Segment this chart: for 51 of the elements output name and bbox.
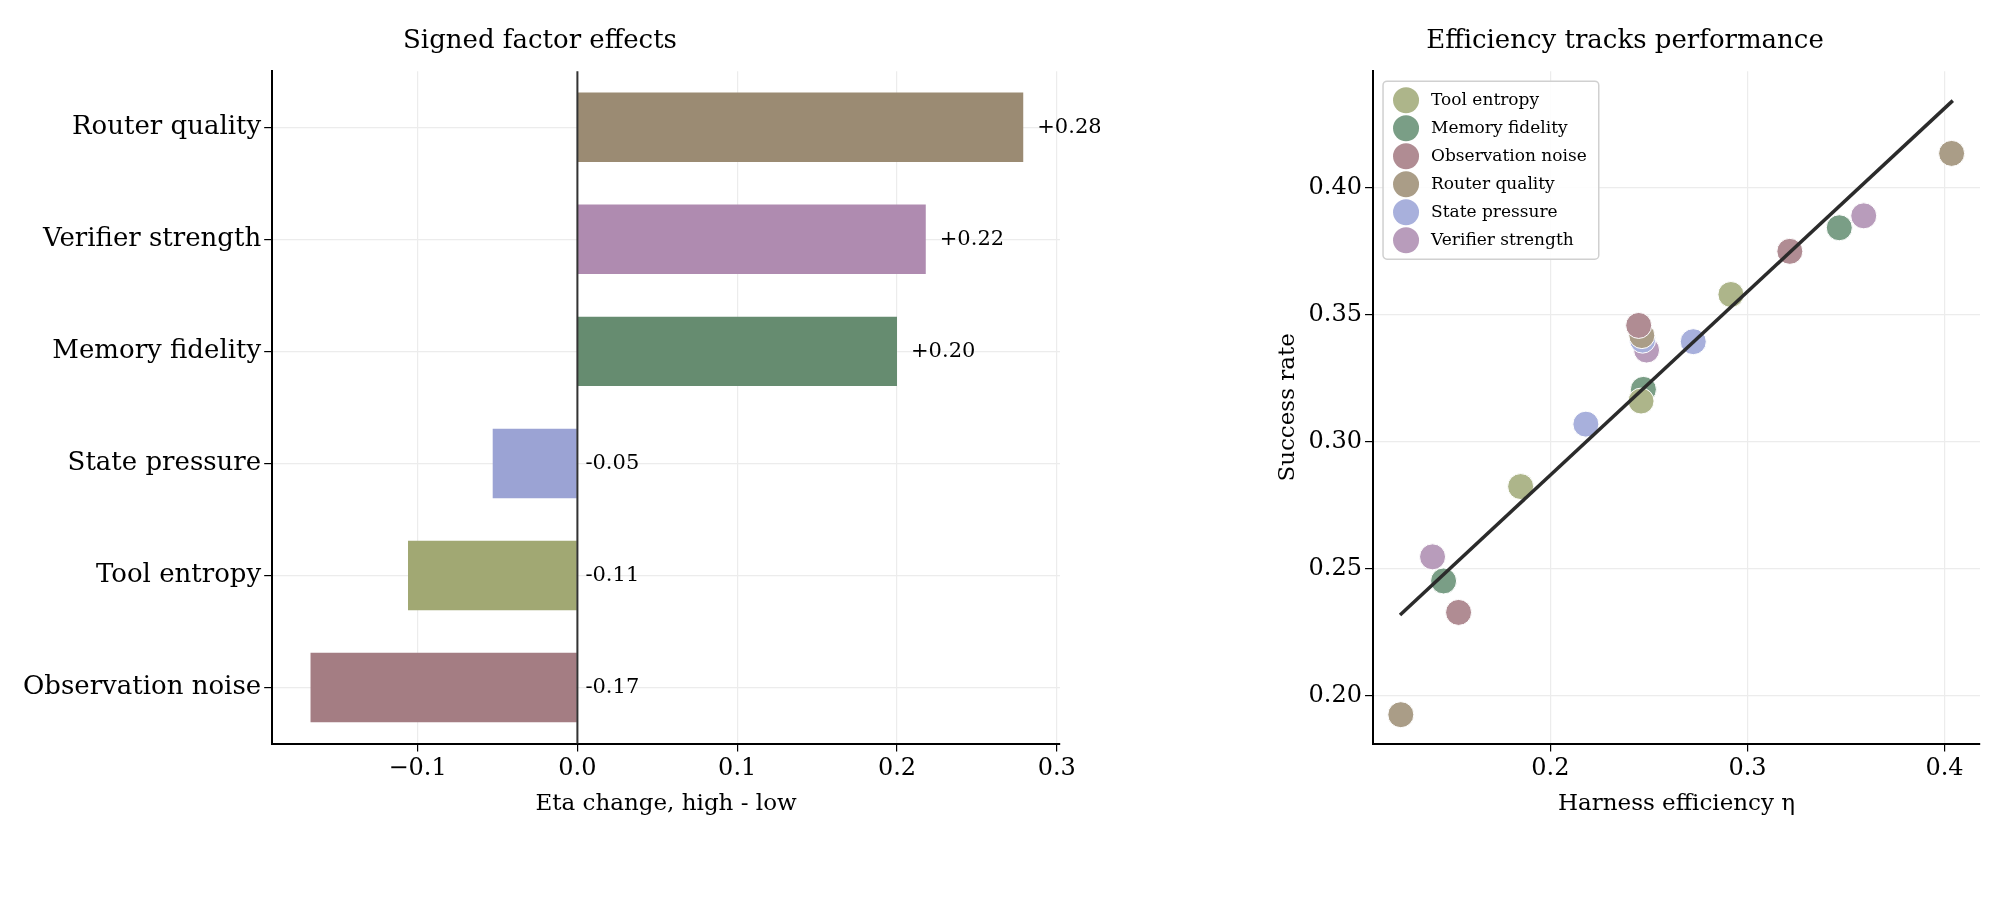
point	[1445, 598, 1473, 626]
y-tick-label: 0.35	[1308, 299, 1363, 328]
bar	[408, 540, 577, 611]
legend-label: Tool entropy	[1431, 88, 1540, 109]
x-tick-label: 0.3	[1037, 753, 1076, 782]
y-tick-label: State pressure	[67, 446, 262, 477]
x-tick-label: 0.4	[1925, 753, 1964, 782]
bar	[578, 92, 1024, 162]
bar	[492, 428, 577, 499]
data-label: -0.05	[585, 449, 640, 474]
point	[1387, 701, 1415, 729]
y-tick-label: Tool entropy	[95, 558, 262, 589]
y-tick-label: Verifier strength	[42, 222, 262, 253]
data-label: -0.11	[585, 561, 640, 586]
point	[1825, 214, 1853, 242]
x-axis-title: Eta change, high - low	[535, 789, 797, 816]
x-tick-label: 0.2	[1531, 753, 1570, 782]
y-tick-label: 0.25	[1308, 552, 1363, 581]
point	[1938, 139, 1966, 167]
y-tick-label: Memory fidelity	[52, 334, 262, 365]
x-tick-label: −0.1	[388, 753, 447, 782]
chart-title: Efficiency tracks performance	[1426, 24, 1824, 55]
data-label: -0.17	[585, 674, 640, 699]
bar	[310, 652, 577, 723]
data-label: +0.20	[911, 337, 976, 362]
x-tick-label: 0.1	[718, 753, 757, 782]
y-tick-label: Router quality	[72, 109, 262, 140]
x-tick-label: 0.2	[877, 753, 917, 782]
y-tick-label: 0.40	[1308, 172, 1363, 201]
y-tick-label: Observation noise	[22, 670, 262, 701]
point	[1625, 311, 1653, 339]
legend-label: State pressure	[1431, 200, 1558, 221]
x-axis-title: Harness efficiency η	[1558, 789, 1796, 816]
y-tick-label: 0.30	[1308, 425, 1363, 454]
x-tick-label: 0.0	[558, 753, 597, 782]
chart-title: Signed factor effects	[403, 24, 677, 55]
point	[1572, 410, 1600, 438]
data-label: +0.22	[939, 225, 1005, 250]
legend-label: Verifier strength	[1430, 228, 1574, 249]
x-tick-label: 0.3	[1728, 753, 1767, 782]
legend-label: Memory fidelity	[1431, 116, 1568, 137]
data-label: +0.28	[1037, 113, 1102, 138]
y-axis-title: Success rate	[1272, 333, 1299, 482]
point	[1507, 473, 1535, 501]
bar	[578, 204, 926, 275]
y-tick-label: 0.20	[1308, 679, 1363, 708]
bar	[578, 316, 897, 387]
point	[1850, 202, 1878, 230]
point	[1419, 543, 1447, 571]
legend-label: Router quality	[1431, 172, 1556, 193]
legend-label: Observation noise	[1431, 144, 1587, 165]
